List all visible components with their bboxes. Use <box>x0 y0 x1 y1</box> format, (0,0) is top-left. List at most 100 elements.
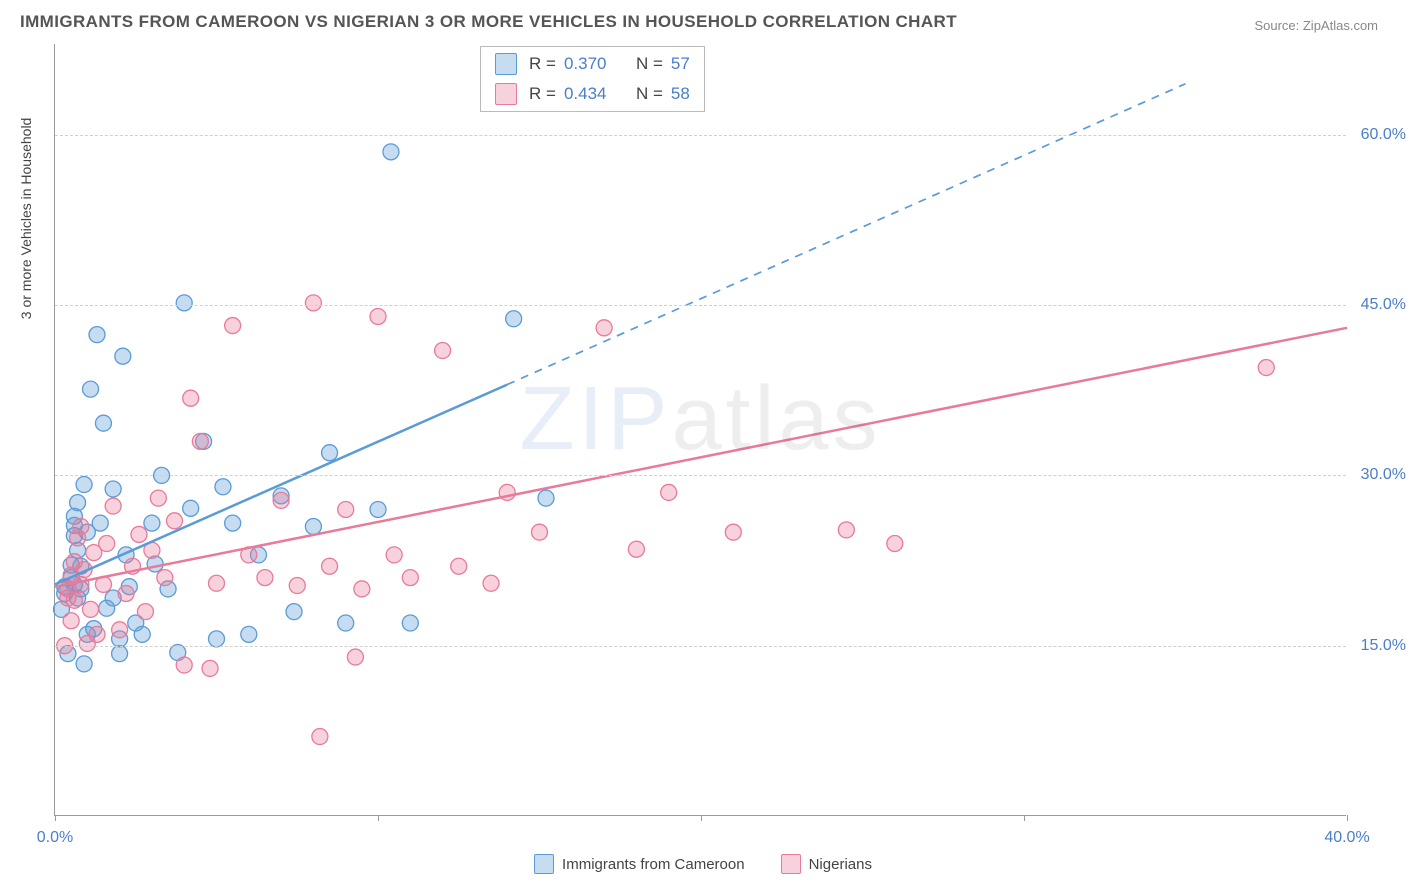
scatter-point <box>386 547 402 563</box>
scatter-point <box>134 626 150 642</box>
y-tick-label: 60.0% <box>1361 126 1406 144</box>
scatter-point <box>225 515 241 531</box>
scatter-point <box>73 519 89 535</box>
scatter-point <box>112 646 128 662</box>
scatter-point <box>451 558 467 574</box>
scatter-point <box>66 592 82 608</box>
r-label: R = <box>529 84 556 104</box>
x-tick-mark <box>55 815 56 821</box>
gridline-h <box>55 305 1346 306</box>
scatter-point <box>150 490 166 506</box>
plot-area: ZIPatlas 15.0%30.0%45.0%60.0%0.0%40.0% <box>54 44 1346 816</box>
scatter-point <box>286 604 302 620</box>
scatter-point <box>131 526 147 542</box>
scatter-point <box>144 515 160 531</box>
scatter-point <box>725 524 741 540</box>
scatter-point <box>118 585 134 601</box>
n-label: N = <box>636 84 663 104</box>
scatter-point <box>354 581 370 597</box>
r-value-series2: 0.434 <box>564 84 618 104</box>
trend-line <box>55 328 1347 587</box>
scatter-point <box>89 327 105 343</box>
scatter-point <box>887 536 903 552</box>
series-legend: Immigrants from Cameroon Nigerians <box>0 854 1406 874</box>
scatter-point <box>402 615 418 631</box>
correlation-legend: R = 0.370 N = 57 R = 0.434 N = 58 <box>480 46 705 112</box>
scatter-point <box>312 729 328 745</box>
scatter-point <box>112 622 128 638</box>
legend-label-series1: Immigrants from Cameroon <box>562 856 745 873</box>
scatter-point <box>76 476 92 492</box>
scatter-point <box>305 519 321 535</box>
legend-swatch-series1 <box>495 53 517 75</box>
scatter-point <box>596 320 612 336</box>
scatter-point <box>176 295 192 311</box>
scatter-point <box>661 484 677 500</box>
n-label: N = <box>636 54 663 74</box>
scatter-point <box>338 501 354 517</box>
legend-swatch-series1-bottom <box>534 854 554 874</box>
x-tick-label: 40.0% <box>1324 829 1369 847</box>
scatter-point <box>225 318 241 334</box>
scatter-point <box>838 522 854 538</box>
trend-line <box>55 385 507 585</box>
y-axis-label: 3 or more Vehicles in Household <box>18 118 34 320</box>
chart-title: IMMIGRANTS FROM CAMEROON VS NIGERIAN 3 O… <box>20 12 957 32</box>
legend-row-series2: R = 0.434 N = 58 <box>481 79 704 109</box>
scatter-point <box>73 576 89 592</box>
scatter-point <box>83 381 99 397</box>
scatter-point <box>215 479 231 495</box>
scatter-point <box>95 415 111 431</box>
scatter-point <box>1258 360 1274 376</box>
scatter-point <box>63 613 79 629</box>
scatter-point <box>167 513 183 529</box>
scatter-point <box>209 631 225 647</box>
scatter-point <box>105 498 121 514</box>
scatter-point <box>628 541 644 557</box>
legend-label-series2: Nigerians <box>809 856 872 873</box>
scatter-point <box>157 570 173 586</box>
y-tick-label: 30.0% <box>1361 466 1406 484</box>
scatter-point <box>370 501 386 517</box>
x-tick-mark <box>378 815 379 821</box>
scatter-point <box>183 500 199 516</box>
scatter-point <box>532 524 548 540</box>
scatter-point <box>241 626 257 642</box>
scatter-point <box>192 433 208 449</box>
scatter-point <box>289 578 305 594</box>
scatter-point <box>92 515 108 531</box>
x-tick-mark <box>1024 815 1025 821</box>
trend-line-extrapolated <box>507 84 1185 385</box>
scatter-point <box>70 495 86 511</box>
x-tick-mark <box>1347 815 1348 821</box>
scatter-point <box>322 445 338 461</box>
scatter-point <box>76 656 92 672</box>
scatter-point <box>137 604 153 620</box>
gridline-h <box>55 646 1346 647</box>
scatter-point <box>402 570 418 586</box>
scatter-point <box>483 575 499 591</box>
scatter-point <box>383 144 399 160</box>
scatter-point <box>347 649 363 665</box>
legend-item-series1: Immigrants from Cameroon <box>534 854 745 874</box>
scatter-point <box>338 615 354 631</box>
scatter-point <box>506 311 522 327</box>
r-label: R = <box>529 54 556 74</box>
legend-swatch-series2 <box>495 83 517 105</box>
scatter-point <box>105 481 121 497</box>
scatter-point <box>83 601 99 617</box>
scatter-point <box>370 308 386 324</box>
scatter-point <box>322 558 338 574</box>
scatter-point <box>115 348 131 364</box>
scatter-point <box>435 343 451 359</box>
gridline-h <box>55 135 1346 136</box>
scatter-point <box>176 657 192 673</box>
y-tick-label: 45.0% <box>1361 296 1406 314</box>
scatter-point <box>209 575 225 591</box>
r-value-series1: 0.370 <box>564 54 618 74</box>
scatter-point <box>89 626 105 642</box>
scatter-point <box>183 390 199 406</box>
x-tick-mark <box>701 815 702 821</box>
scatter-point <box>99 536 115 552</box>
scatter-point <box>273 492 289 508</box>
